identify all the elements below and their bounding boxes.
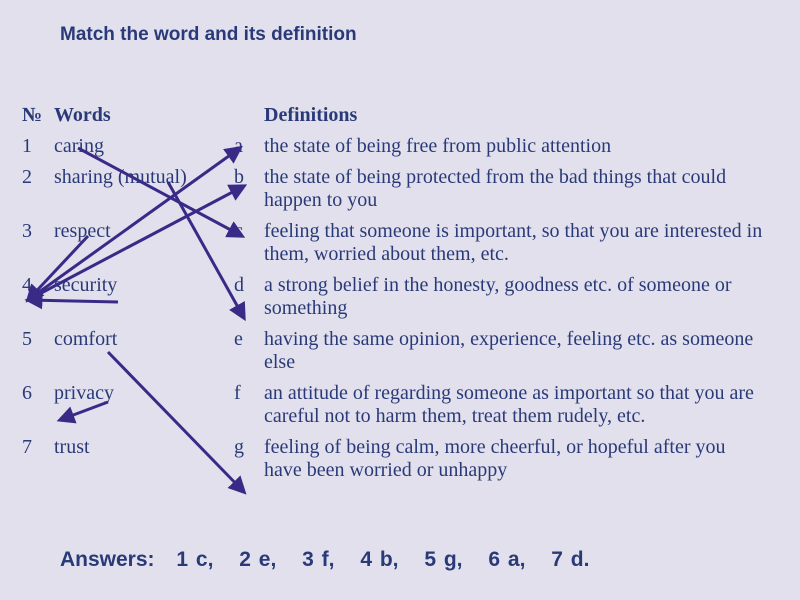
row-word: privacy xyxy=(54,382,234,405)
table-row: 7 trust g feeling of being calm, more ch… xyxy=(22,436,782,482)
row-num: 3 xyxy=(22,220,54,243)
row-letter: a xyxy=(234,135,264,158)
row-def: feeling of being calm, more cheerful, or… xyxy=(264,436,764,482)
row-letter: g xyxy=(234,436,264,459)
table-row: 4 security d a strong belief in the hone… xyxy=(22,274,782,320)
answers-label: Answers: xyxy=(60,548,155,571)
row-def: having the same opinion, experience, fee… xyxy=(264,328,764,374)
answers-line: Answers: 1 c, 2 e, 3 f, 4 b, 5 g, 6 a, 7… xyxy=(60,548,607,572)
row-word: respect xyxy=(54,220,234,243)
row-word: trust xyxy=(54,436,234,459)
row-letter: c xyxy=(234,220,264,243)
row-letter: e xyxy=(234,328,264,351)
row-def: feeling that someone is important, so th… xyxy=(264,220,764,266)
row-num: 7 xyxy=(22,436,54,459)
answer-pair: 6 a, xyxy=(488,548,525,571)
header-definitions: Definitions xyxy=(264,104,764,127)
row-num: 2 xyxy=(22,166,54,189)
table-row: 3 respect c feeling that someone is impo… xyxy=(22,220,782,266)
header-words: Words xyxy=(54,104,234,127)
table-row: 2 sharing (mutual) b the state of being … xyxy=(22,166,782,212)
header-num: № xyxy=(22,104,54,127)
table-header-row: № Words Definitions xyxy=(22,104,782,127)
match-table: № Words Definitions 1 caring a the state… xyxy=(22,104,782,490)
answer-pair: 1 c, xyxy=(176,548,213,571)
answer-pair: 4 b, xyxy=(360,548,398,571)
exercise-slide: Match the word and its definition № Word… xyxy=(0,0,800,600)
row-def: the state of being free from public atte… xyxy=(264,135,764,158)
row-word: security xyxy=(54,274,234,297)
row-num: 1 xyxy=(22,135,54,158)
row-num: 4 xyxy=(22,274,54,297)
answer-pair: 5 g, xyxy=(424,548,462,571)
table-row: 1 caring a the state of being free from … xyxy=(22,135,782,158)
answer-pair: 3 f, xyxy=(302,548,334,571)
row-num: 5 xyxy=(22,328,54,351)
row-word: caring xyxy=(54,135,234,158)
row-def: an attitude of regarding someone as impo… xyxy=(264,382,764,428)
answer-pair: 7 d. xyxy=(551,548,589,571)
table-row: 6 privacy f an attitude of regarding som… xyxy=(22,382,782,428)
table-row: 5 comfort e having the same opinion, exp… xyxy=(22,328,782,374)
row-word: sharing (mutual) xyxy=(54,166,234,189)
row-num: 6 xyxy=(22,382,54,405)
row-def: the state of being protected from the ba… xyxy=(264,166,764,212)
row-def: a strong belief in the honesty, goodness… xyxy=(264,274,764,320)
slide-title: Match the word and its definition xyxy=(60,24,357,46)
row-letter: b xyxy=(234,166,264,189)
row-letter: d xyxy=(234,274,264,297)
row-word: comfort xyxy=(54,328,234,351)
answer-pair: 2 e, xyxy=(239,548,276,571)
row-letter: f xyxy=(234,382,264,405)
